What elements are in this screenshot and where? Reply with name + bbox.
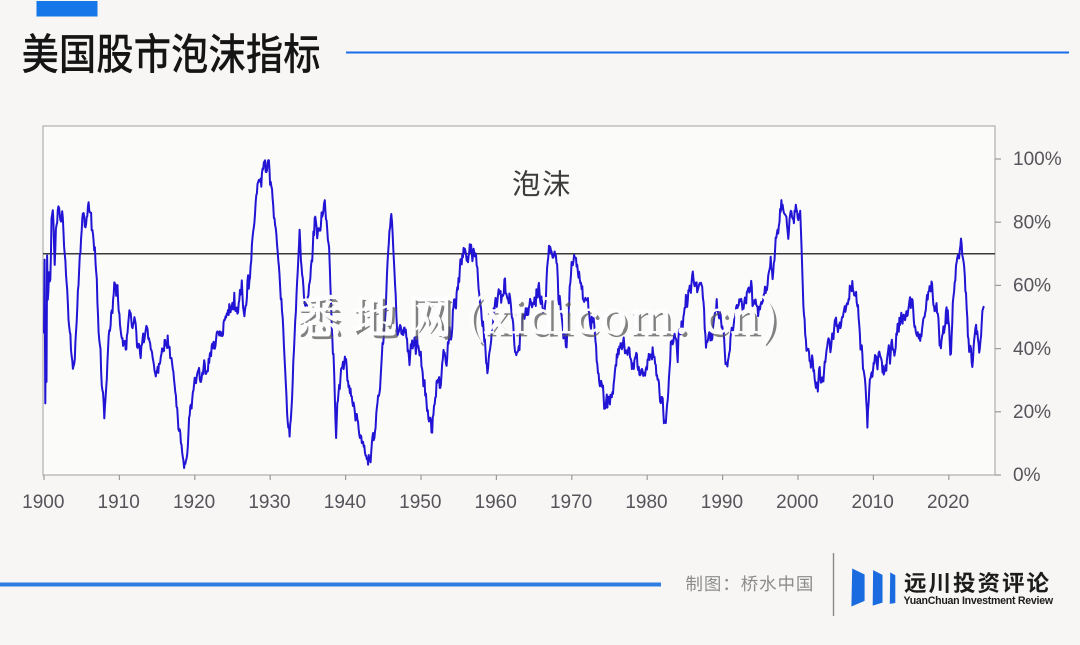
svg-text:60%: 60%	[1013, 276, 1051, 297]
svg-text:40%: 40%	[1013, 339, 1051, 360]
svg-text:YuanChuan Investment Review: YuanChuan Investment Review	[904, 595, 1054, 607]
svg-text:1970: 1970	[550, 492, 592, 513]
svg-text:1950: 1950	[399, 492, 441, 513]
svg-text:80%: 80%	[1013, 212, 1051, 233]
svg-text:0%: 0%	[1013, 465, 1041, 486]
svg-text:100%: 100%	[1013, 149, 1062, 170]
svg-text:1920: 1920	[173, 492, 215, 513]
svg-text:2020: 2020	[927, 492, 969, 513]
svg-text:1900: 1900	[22, 492, 64, 513]
svg-text:2000: 2000	[776, 492, 818, 513]
svg-text:1910: 1910	[98, 492, 140, 513]
svg-text:1930: 1930	[248, 492, 290, 513]
svg-text:1960: 1960	[475, 492, 517, 513]
svg-text:1990: 1990	[701, 492, 743, 513]
svg-text:1940: 1940	[324, 492, 366, 513]
svg-text:2010: 2010	[852, 492, 894, 513]
svg-text:1980: 1980	[625, 492, 667, 513]
svg-text:20%: 20%	[1013, 402, 1051, 423]
